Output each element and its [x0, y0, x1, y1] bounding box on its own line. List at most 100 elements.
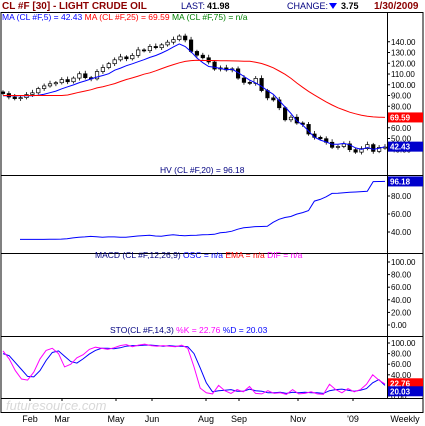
candle-body	[171, 39, 176, 43]
legend-entry: STO(CL #F,14,3)	[110, 325, 174, 335]
candle-body	[30, 92, 35, 95]
candle-body	[130, 55, 135, 60]
last-label: LAST:	[181, 1, 205, 11]
candle-body	[136, 49, 141, 56]
candle-body	[371, 144, 376, 152]
value-badge	[388, 112, 423, 123]
header-bar: CL #F [30] - LIGHT CRUDE OIL LAST: 41.98…	[2, 1, 419, 12]
candle-body	[247, 82, 252, 84]
y-tick-label: 0.00	[391, 392, 407, 401]
candle-body	[42, 85, 47, 89]
x-tick-label: May	[107, 414, 125, 424]
watermark: futuresource.com	[6, 398, 107, 413]
candle-body	[12, 96, 17, 99]
y-tick-label: 100.00	[391, 258, 416, 267]
y-tick-label: 120.00	[391, 59, 416, 68]
y-tick-label: 100.00	[391, 339, 416, 348]
candle-body	[53, 82, 58, 85]
chart-symbol-title: CL #F [30] - LIGHT CRUDE OIL	[2, 1, 147, 12]
last-value: 41.98	[207, 1, 230, 11]
y-tick-label: 60.00	[391, 360, 412, 369]
candle-body	[353, 149, 358, 153]
x-tick-label: Weekly	[390, 414, 420, 424]
candle-body	[118, 56, 123, 61]
candle-body	[318, 136, 323, 140]
panel-legend-text: STO(CL #F,14,3) %K = 22.76 %D = 20.03	[110, 325, 268, 335]
candle-body	[365, 144, 370, 149]
legend-entry: MACD (CL #F,12,26,9)	[95, 250, 181, 260]
candle-body	[94, 71, 100, 80]
y-tick-label: 80.00	[391, 102, 412, 111]
hv-panel-legend: HV (CL #F,20) = 96.18	[160, 165, 245, 175]
ma25-line	[3, 59, 386, 118]
legend-entry: DIF = n/a	[265, 250, 303, 260]
candle-body	[212, 61, 217, 70]
value-badge	[388, 141, 423, 152]
candle-body	[347, 143, 352, 151]
x-tick-label: '09	[347, 414, 359, 424]
y-tick-label: 60.00	[391, 210, 412, 219]
stoch-panel-legend: STO(CL #F,14,3) %K = 22.76 %D = 20.03	[110, 325, 268, 335]
candle-body	[200, 54, 205, 59]
candle-body	[283, 107, 288, 121]
candle-body	[335, 146, 341, 148]
candle-body	[77, 73, 82, 79]
change-value: 3.75	[341, 1, 359, 11]
down-arrow-icon	[329, 3, 337, 9]
value-badge-label: 69.59	[390, 113, 411, 122]
candle-body	[141, 49, 147, 52]
candle-body	[47, 83, 53, 87]
candle-body	[377, 147, 382, 152]
y-tick-label: 80.00	[391, 192, 412, 201]
legend-entry: %D = 20.03	[220, 325, 267, 335]
panel-legend-text: MA (CL #F,5) = 42.43 MA (CL #F,25) = 69.…	[2, 12, 248, 22]
panel-legend-text: HV (CL #F,20) = 96.18	[160, 165, 245, 175]
candle-body	[194, 51, 200, 56]
y-tick-label: 80.00	[391, 350, 412, 359]
y-tick-label: 50.00	[391, 135, 412, 144]
legend-entry: OSC = n/a	[181, 250, 224, 260]
value-badge-label: 42.43	[390, 143, 411, 152]
candle-body	[106, 63, 111, 68]
hv-panel: 80.00 60.00 40.00 96.18	[20, 176, 423, 240]
y-tick-label: 60.00	[391, 283, 412, 292]
candle-body	[341, 143, 346, 147]
candle-body	[65, 79, 70, 83]
y-tick-label: 40.00	[391, 296, 412, 305]
candle-body	[83, 73, 88, 79]
x-tick-label: Feb	[22, 414, 38, 424]
legend-entry: %K = 22.76	[174, 325, 221, 335]
ma5-line	[3, 43, 386, 150]
y-tick-label: 140.00	[391, 38, 416, 47]
stoch-k-line	[2, 343, 386, 395]
value-badge	[388, 378, 423, 389]
candle-body	[241, 77, 247, 83]
panel-legend-text: MACD (CL #F,12,26,9) OSC = n/a EMA = n/a…	[95, 250, 303, 260]
candle-body	[165, 41, 170, 46]
value-badge-label: 96.18	[390, 177, 411, 186]
macd-panel: 100.00 80.00 60.00 40.00 20.00 0.00	[387, 258, 416, 330]
candle-body	[359, 148, 364, 153]
price-panel-legend: MA (CL #F,5) = 42.43 MA (CL #F,25) = 69.…	[2, 12, 248, 22]
y-tick-label: 100.00	[391, 81, 416, 90]
candle-body	[177, 35, 182, 40]
chart-date: 1/30/2009	[374, 1, 419, 12]
value-badge-label: 20.03	[390, 387, 411, 396]
y-tick-label: 40.00	[391, 228, 412, 237]
candle-body	[59, 79, 64, 84]
y-tick-label: 80.00	[391, 271, 412, 280]
legend-entry: MA (CL #F,25) = 69.59	[82, 12, 170, 22]
x-tick-label: Sep	[231, 414, 247, 424]
candle-body	[124, 56, 129, 60]
x-tick-label: Mar	[54, 414, 70, 424]
candle-body	[153, 46, 158, 49]
macd-panel-legend: MACD (CL #F,12,26,9) OSC = n/a EMA = n/a…	[95, 250, 303, 260]
x-tick-label: Nov	[290, 414, 307, 424]
y-tick-label: 0.00	[391, 321, 407, 330]
value-badge-label: 22.76	[390, 379, 411, 388]
stoch-d-line	[2, 344, 386, 394]
candle-body	[71, 77, 76, 83]
